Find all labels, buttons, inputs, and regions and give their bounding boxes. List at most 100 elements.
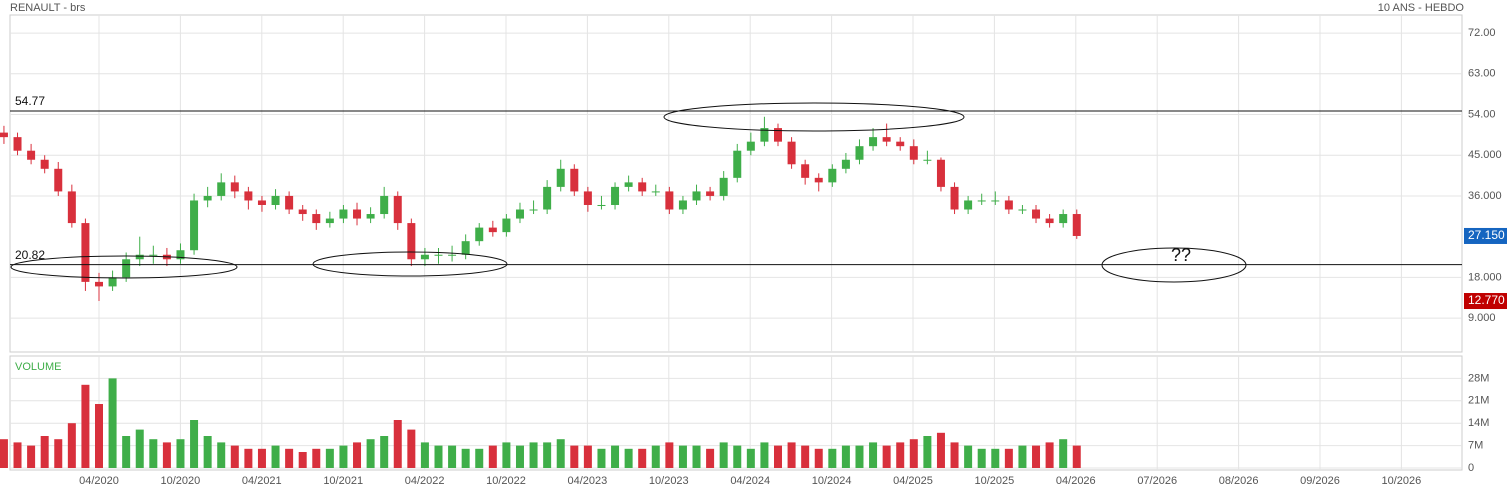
candle-body	[678, 200, 687, 210]
volume-bar	[1032, 445, 1041, 468]
candle-body	[814, 177, 823, 183]
x-tick-label: 04/2022	[405, 475, 445, 487]
volume-bar	[298, 452, 307, 468]
volume-bar	[203, 436, 212, 468]
volume-bar	[407, 429, 416, 468]
candle-body	[991, 200, 1000, 202]
level-label: 54.77	[15, 94, 45, 108]
y-tick-label: 36.000	[1468, 190, 1502, 202]
candle-body	[964, 200, 973, 210]
candle-body	[434, 254, 443, 256]
candle-body	[651, 191, 660, 193]
x-tick-label: 04/2026	[1056, 475, 1096, 487]
candle-body	[13, 137, 22, 151]
candle-body	[801, 164, 810, 178]
x-tick-label: 10/2020	[161, 475, 201, 487]
volume-bar	[1072, 445, 1081, 468]
candle-body	[312, 214, 321, 224]
volume-bar	[420, 442, 429, 468]
candle-body	[869, 137, 878, 147]
candle-body	[244, 191, 253, 201]
volume-bar	[1045, 442, 1054, 468]
candle-body	[67, 191, 76, 224]
volume-bar	[787, 442, 796, 468]
candle-body	[896, 141, 905, 147]
volume-tick-label: 0	[1468, 462, 1474, 474]
candle-body	[746, 141, 755, 151]
candle-body	[190, 200, 199, 251]
y-tick-label: 9.000	[1468, 312, 1496, 324]
candle-body	[882, 137, 891, 142]
volume-bar	[257, 448, 266, 468]
candle-body	[81, 223, 90, 282]
candle-body	[1004, 200, 1013, 210]
candle-body	[774, 128, 782, 142]
candle-body	[855, 146, 864, 160]
volume-tick-label: 7M	[1468, 440, 1483, 452]
volume-bar	[244, 448, 253, 468]
volume-bar	[0, 439, 8, 468]
grid	[10, 15, 1462, 470]
candle-body	[692, 191, 701, 201]
volume-bar	[665, 442, 674, 468]
candle-body	[488, 227, 497, 233]
candle-body	[122, 259, 131, 278]
candle-body	[760, 128, 769, 142]
y-tick-label: 72.00	[1468, 27, 1496, 39]
volume-bar	[162, 442, 171, 468]
x-tick-label: 10/2026	[1382, 475, 1422, 487]
volume-bar	[841, 445, 850, 468]
chart-title: RENAULT - brs	[10, 2, 86, 14]
candle-body	[841, 159, 850, 169]
y-tick-label: 18.000	[1468, 271, 1502, 283]
volume-bar	[719, 442, 728, 468]
candle-body	[719, 177, 728, 196]
volume-bar	[556, 439, 565, 468]
level-label: 20.82	[15, 248, 45, 262]
candle-body	[733, 150, 742, 178]
candle-body	[230, 182, 239, 192]
volume-bar	[475, 448, 484, 468]
candle-body	[366, 214, 375, 219]
candle-body	[977, 200, 986, 202]
candle-body	[828, 168, 837, 183]
volume-bar	[312, 448, 321, 468]
volume-bar	[855, 445, 864, 468]
candle-body	[448, 254, 457, 256]
candle-body	[529, 209, 538, 211]
candle-body	[407, 223, 416, 260]
volume-bar	[801, 445, 810, 468]
candle-body	[543, 186, 552, 210]
volume-bar	[1059, 439, 1068, 468]
price-tag	[1464, 227, 1507, 244]
volume-title: VOLUME	[15, 361, 61, 373]
chart-subtitle: 10 ANS - HEBDO	[1378, 2, 1465, 14]
candle-body	[936, 159, 945, 187]
candle-body	[420, 254, 429, 260]
volume-bar	[991, 448, 1000, 468]
volume-bar	[40, 436, 49, 468]
candle-body	[556, 168, 565, 187]
volume-bar	[909, 439, 918, 468]
volume-bar	[366, 439, 375, 468]
ellipse	[312, 251, 508, 277]
candle-body	[257, 200, 266, 205]
candle-body	[923, 159, 932, 161]
volume-bar	[135, 429, 144, 468]
price-tag-label: 12.770	[1468, 293, 1505, 307]
candle-body	[706, 191, 715, 196]
volume-bar	[13, 442, 22, 468]
volume-panel	[9, 355, 1463, 471]
x-tick-label: 10/2025	[975, 475, 1015, 487]
volume-bar	[515, 445, 524, 468]
volume-bar	[1004, 448, 1013, 468]
candle-body	[27, 150, 36, 160]
volume-bar	[692, 445, 701, 468]
volume-bar	[936, 432, 945, 468]
volume-bar	[461, 448, 470, 468]
volume-bar	[529, 442, 538, 468]
volume-tick-label: 21M	[1468, 395, 1489, 407]
candle-body	[583, 191, 592, 205]
volume-bar	[611, 445, 620, 468]
